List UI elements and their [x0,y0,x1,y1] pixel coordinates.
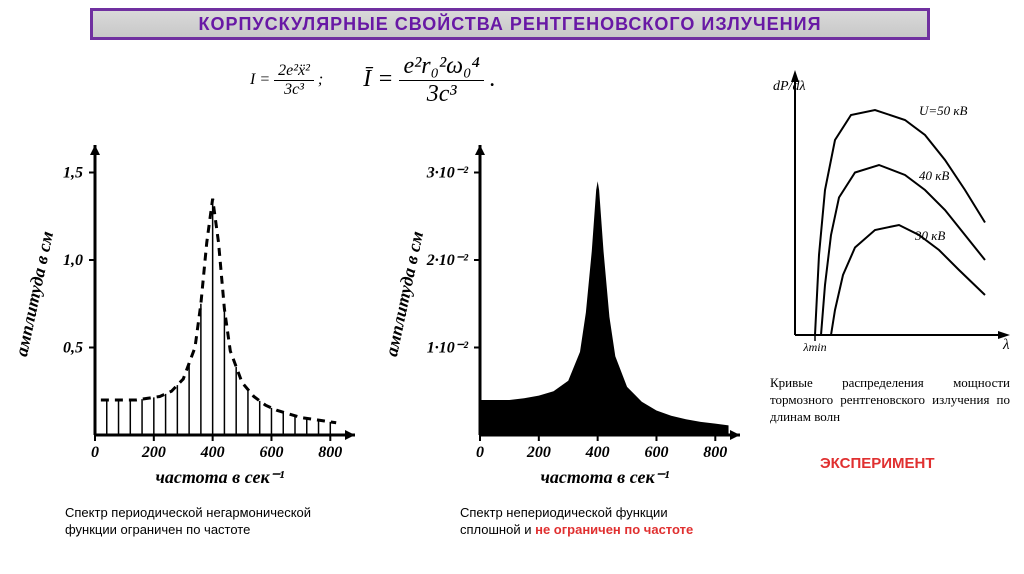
svg-text:2·10⁻²: 2·10⁻² [426,252,469,269]
svg-text:800: 800 [318,444,342,461]
formula-1: I = 2e²ẍ² 3c³ ; [250,62,323,99]
svg-text:U=50 кВ: U=50 кВ [919,103,967,118]
experiment-label: ЭКСПЕРИМЕНТ [820,455,935,472]
caption-3: Кривые распределения мощности тормозного… [770,375,1010,426]
formula1-den: 3c³ [280,81,308,99]
svg-text:400: 400 [200,444,225,461]
formula1-lhs: I = [250,71,270,88]
formula2-num: e²r₀²ω₀⁴ [399,53,483,81]
svg-text:200: 200 [141,444,166,461]
svg-text:0: 0 [476,444,484,461]
formula2-lhs: Ī = [363,66,393,92]
formula-row: I = 2e²ẍ² 3c³ ; Ī = e²r₀²ω₀⁴ 3c³ . [250,50,670,110]
caption1-line1: Спектр периодической негармонической [65,505,311,520]
svg-text:частота в сек⁻¹: частота в сек⁻¹ [540,467,669,487]
svg-text:амплитуда в см: амплитуда в см [381,229,427,358]
svg-text:амплитуда в см: амплитуда в см [11,229,57,358]
svg-text:dP/dλ: dP/dλ [773,79,806,94]
caption2-line2a: сплошной и [460,522,535,537]
svg-text:600: 600 [644,444,668,461]
svg-text:1,0: 1,0 [63,252,83,269]
caption2-line2b: не ограничен по частоте [535,522,693,537]
caption-1: Спектр периодической негармонической фун… [65,505,375,539]
svg-text:1,5: 1,5 [63,165,83,182]
chart-2: 0 200 400 600 800 1·10⁻² 2·10⁻² 3·10⁻² амплитуда… [380,115,750,495]
formula1-num: 2e²ẍ² [274,62,314,81]
formula2-den: 3c³ [423,81,461,108]
svg-text:λ: λ [1002,337,1010,353]
svg-text:30 кВ: 30 кВ [914,228,945,243]
caption1-line2: функции ограничен по частоте [65,522,250,537]
formula-2: Ī = e²r₀²ω₀⁴ 3c³ . [363,53,496,108]
caption-2: Спектр непериодической функции сплошной … [460,505,780,539]
caption2-line1: Спектр непериодической функции [460,505,668,520]
charts-row: 0 200 400 600 800 0,5 1,0 1,5 амплитуда в см част… [0,115,1024,495]
title-bar: КОРПУСКУЛЯРНЫЕ СВОЙСТВА РЕНТГЕНОВСКОГО И… [90,8,930,40]
svg-text:400: 400 [585,444,610,461]
svg-text:3·10⁻²: 3·10⁻² [426,165,469,182]
chart-1: 0 200 400 600 800 0,5 1,0 1,5 амплитуда в см част… [0,115,370,495]
svg-text:1·10⁻²: 1·10⁻² [427,340,469,357]
svg-text:40 кВ: 40 кВ [919,168,949,183]
svg-text:λmin: λmin [802,340,826,354]
svg-text:частота в сек⁻¹: частота в сек⁻¹ [155,467,284,487]
svg-text:800: 800 [703,444,727,461]
svg-text:0: 0 [91,444,99,461]
formula1-suffix: ; [318,71,323,88]
svg-text:200: 200 [526,444,551,461]
svg-text:600: 600 [259,444,283,461]
svg-text:0,5: 0,5 [63,340,83,357]
formula2-suffix: . [490,66,496,92]
page-title: КОРПУСКУЛЯРНЫЕ СВОЙСТВА РЕНТГЕНОВСКОГО И… [198,14,821,35]
